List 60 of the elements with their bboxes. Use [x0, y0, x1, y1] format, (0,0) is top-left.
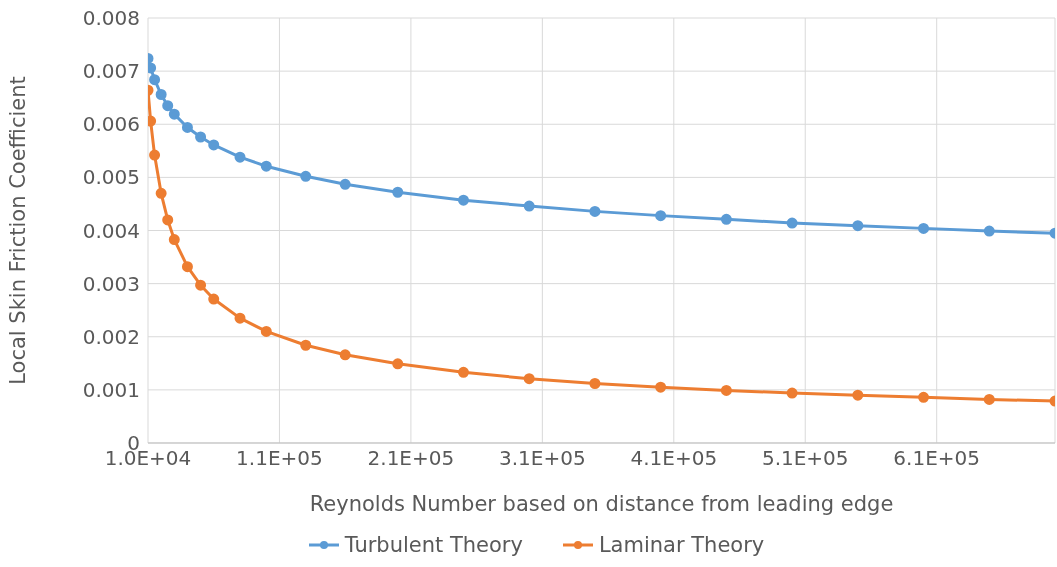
point	[786, 387, 798, 399]
point	[457, 194, 469, 206]
point	[523, 373, 535, 385]
x-tick-label: 1.1E+05	[236, 446, 323, 471]
point	[918, 391, 930, 403]
point	[260, 325, 272, 337]
x-tick-label: 6.1E+05	[893, 446, 981, 471]
y-tick-label: 0.001	[82, 377, 140, 402]
point	[155, 187, 167, 199]
point	[655, 210, 667, 222]
point	[720, 213, 732, 225]
point	[457, 366, 469, 378]
point	[918, 222, 930, 234]
point	[208, 293, 220, 305]
y-tick-label: 0.008	[82, 6, 140, 31]
point	[392, 186, 404, 198]
legend-label: Laminar Theory	[598, 533, 765, 557]
point	[195, 279, 207, 291]
x-tick-label: 5.1E+05	[761, 446, 849, 471]
point	[852, 220, 864, 232]
point	[655, 381, 667, 393]
point	[149, 149, 161, 161]
point	[983, 393, 995, 405]
point	[300, 339, 312, 351]
point	[168, 108, 180, 120]
point	[234, 312, 246, 324]
point	[195, 131, 207, 143]
y-tick-label: 0.006	[82, 112, 140, 137]
point	[983, 225, 995, 237]
point	[720, 384, 732, 396]
point	[149, 74, 161, 86]
point	[162, 100, 174, 112]
point	[300, 170, 312, 182]
x-tick-label: 3.1E+05	[499, 446, 586, 471]
y-tick-label: 0.003	[82, 271, 140, 296]
x-tick-label: 4.1E+05	[630, 446, 718, 471]
point	[260, 160, 272, 172]
point	[786, 217, 798, 229]
y-tick-label: 0.007	[82, 59, 140, 84]
y-tick-label: 0.004	[82, 218, 140, 243]
point	[181, 121, 193, 133]
point	[589, 205, 601, 217]
point	[339, 178, 351, 190]
point	[155, 89, 167, 100]
point	[392, 358, 404, 370]
point	[589, 378, 601, 389]
point	[852, 389, 864, 401]
point	[339, 349, 351, 361]
point	[181, 261, 193, 273]
y-tick-label: 0.002	[82, 324, 140, 349]
point	[162, 214, 174, 226]
x-tick-label: 2.1E+05	[367, 446, 455, 471]
point	[523, 200, 535, 212]
y-axis-title: Local Skin Friction Coefficient	[6, 76, 31, 385]
y-tick-label: 0.005	[82, 165, 140, 190]
x-axis-title: Reynolds Number based on distance from leading edge	[309, 492, 894, 516]
legend-label: Turbulent Theory	[344, 533, 523, 557]
point	[234, 151, 246, 163]
point	[168, 234, 180, 246]
point	[208, 139, 220, 151]
